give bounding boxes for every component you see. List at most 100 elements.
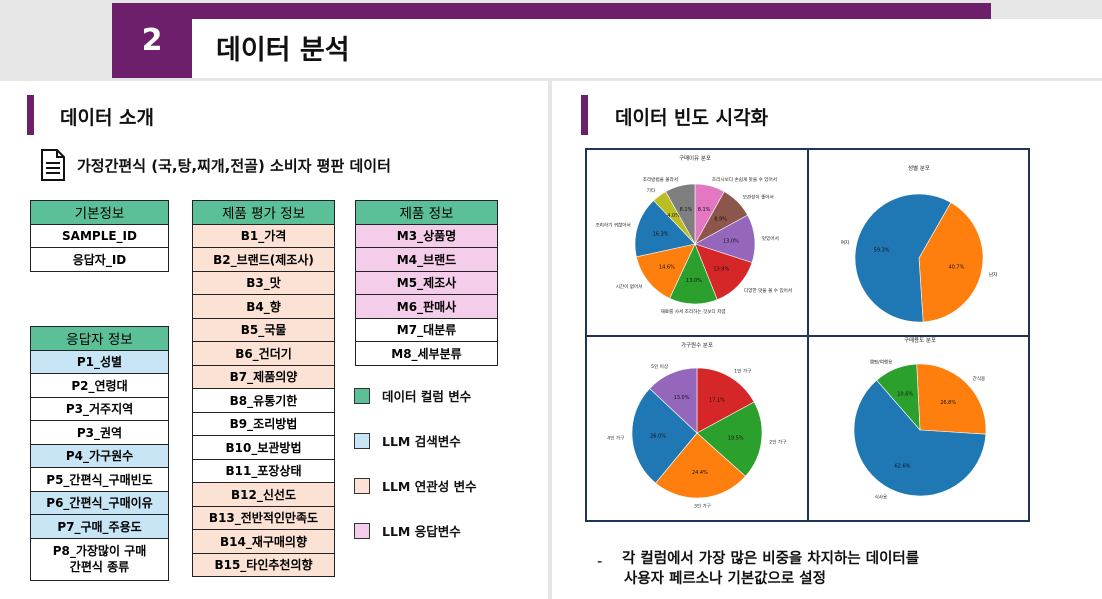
- pie-slice: [636, 243, 696, 299]
- pie-slice: [631, 388, 698, 484]
- product-info-header: 제품 정보: [355, 200, 498, 225]
- evaluation-info-header: 제품 평가 정보: [192, 200, 335, 225]
- slice-category-label: 남자: [989, 271, 998, 278]
- evaluation-info-cell: B12_신선도: [192, 482, 335, 507]
- slice-value-label: 8.1%: [680, 207, 693, 213]
- slice-value-label: 40.7%: [948, 265, 964, 271]
- pie-slice: [854, 193, 952, 323]
- basic-info-cell: SAMPLE_ID: [30, 223, 169, 248]
- evaluation-info-cell: B3_맛: [192, 270, 335, 295]
- evaluation-info-cell: B2_브랜드(제조사): [192, 247, 335, 272]
- title-strip: [192, 19, 1102, 78]
- pie-slice: [916, 363, 987, 435]
- slice-value-label: 8.1%: [698, 207, 711, 213]
- page-title: 데이터 분석: [216, 35, 350, 66]
- basic-info-header: 기본정보: [30, 200, 169, 225]
- chart-title: 가구원수 분포: [681, 341, 713, 349]
- note-bullet: -: [597, 552, 603, 570]
- respondent-info-cell: P2_연령대: [30, 373, 169, 398]
- evaluation-info-cell: B15_타인추천의향: [192, 552, 335, 577]
- evaluation-info-cell: B9_조리방법: [192, 411, 335, 436]
- basic-info-cell: 응답자_ID: [30, 247, 169, 272]
- slice-category-label: 시간이 없어서: [616, 283, 643, 290]
- slice-category-label: 맛있어서: [762, 235, 779, 242]
- section-title-visualization: 데이터 빈도 시각화: [615, 107, 769, 129]
- respondent-info-table: 응답자 정보 P1_성별 P2_연령대 P3_거주지역 P3_권역 P4_가구원수 P5_간…: [30, 326, 169, 581]
- section-number: 2: [112, 3, 192, 78]
- slice-value-label: 19.5%: [728, 436, 744, 442]
- slice-value-label: 26.0%: [650, 433, 666, 439]
- slice-category-label: 3인 가구: [694, 503, 711, 510]
- section-accent-bar: [581, 95, 588, 135]
- chart-title: 구매용도 분포: [904, 336, 936, 344]
- evaluation-info-cell: B4_향: [192, 294, 335, 319]
- pie-slice: [665, 183, 696, 246]
- slice-category-label: 조리하기 귀찮아서: [595, 221, 630, 228]
- section-title-data-intro: 데이터 소개: [60, 107, 155, 129]
- slice-value-label: 62.6%: [895, 464, 911, 470]
- pie-slice: [649, 367, 698, 434]
- legend-item: 데이터 컬럼 변수: [354, 386, 471, 405]
- pie-slice: [918, 202, 984, 323]
- respondent-info-cell: P5_간편식_구매빈도: [30, 467, 169, 492]
- legend-label: LLM 연관성 변수: [382, 479, 477, 494]
- slice-category-label: 조리방법을 몰라서: [643, 176, 678, 183]
- pie-slice: [876, 363, 921, 431]
- slice-category-label: 4인 가구: [607, 435, 624, 442]
- respondent-info-cell: P3_권역: [30, 420, 169, 445]
- respondent-info-cell: P3_거주지역: [30, 396, 169, 421]
- slice-category-label: 간식용: [973, 375, 986, 382]
- respondent-info-cell: P7_구매_주용도: [30, 514, 169, 539]
- chart-title: 성별 분포: [908, 164, 930, 172]
- product-info-cell: M8_세부분류: [355, 341, 498, 366]
- evaluation-info-table: 제품 평가 정보 B1_가격 B2_브랜드(제조사) B3_맛 B4_향 B5_국물 B6_…: [192, 200, 335, 577]
- evaluation-info-cell: B11_포장상태: [192, 458, 335, 483]
- evaluation-info-cell: B5_국물: [192, 317, 335, 342]
- pie-slice: [696, 401, 763, 477]
- legend-label: LLM 응답변수: [382, 524, 461, 539]
- legend-item: LLM 응답변수: [354, 521, 461, 540]
- legend-swatch: [354, 432, 370, 449]
- slice-value-label: 10.6%: [897, 391, 913, 397]
- evaluation-info-cell: B7_제품의양: [192, 364, 335, 389]
- evaluation-info-cell: B10_보관방법: [192, 435, 335, 460]
- pie-slice: [694, 243, 753, 301]
- slice-value-label: 16.3%: [653, 231, 669, 237]
- legend-label: 데이터 컬럼 변수: [382, 389, 472, 404]
- slice-category-label: 식사용: [875, 493, 888, 500]
- slice-value-label: 13.0%: [686, 278, 702, 284]
- slice-value-label: 13.9%: [713, 267, 729, 273]
- evaluation-info-cell: B1_가격: [192, 223, 335, 248]
- slice-category-label: 1인 가구: [734, 367, 751, 374]
- evaluation-info-cell: B13_전반적인만족도: [192, 505, 335, 530]
- slice-category-label: 여자: [841, 239, 850, 246]
- slice-category-label: 다양한 맛을 볼 수 있어서: [744, 287, 792, 294]
- slice-value-label: 14.6%: [659, 264, 675, 270]
- slice-category-label: 조리시보다 손쉽게 맛을 수 있어서: [712, 176, 777, 183]
- slice-category-label: 기타: [647, 187, 656, 194]
- header-bar: [112, 3, 991, 19]
- legend-swatch: [354, 387, 370, 404]
- pie-slice: [634, 200, 696, 258]
- product-info-cell: M4_브랜드: [355, 247, 498, 272]
- section-accent-bar: [27, 95, 34, 135]
- chart-title: 구매이유 분포: [679, 154, 711, 162]
- pie-slice: [853, 379, 987, 497]
- respondent-info-cell: P8_가장많이 구매 간편식 종류: [30, 537, 169, 581]
- slice-value-label: 13.0%: [674, 395, 690, 401]
- evaluation-info-cell: B14_재구매의향: [192, 529, 335, 554]
- respondent-info-cell: P6_간편식_구매이유: [30, 490, 169, 515]
- slice-value-label: 24.4%: [692, 470, 708, 476]
- slice-category-label: 보관성이 좋아서: [743, 194, 774, 201]
- slice-category-label: 재료를 사서 조리하는 것보다 저렴: [661, 308, 726, 315]
- evaluation-info-cell: B8_유통기한: [192, 388, 335, 413]
- legend-item: LLM 검색변수: [354, 431, 461, 450]
- basic-info-table: 기본정보 SAMPLE_ID 응답자_ID: [30, 200, 169, 272]
- slice-value-label: 17.1%: [709, 397, 725, 403]
- slice-value-label: 26.8%: [940, 400, 956, 406]
- pie-chart-grid: 구매이유 분포 8.1% 조리시보다 손쉽게 맛을 수 있어서 8.9% 보관성이 좋아…: [585, 148, 1030, 522]
- legend-swatch: [354, 522, 370, 539]
- product-info-table: 제품 정보 M3_상품명 M4_브랜드 M5_제조사 M6_판매사 M7_대분류 M8_세부…: [355, 200, 498, 366]
- legend-swatch: [354, 477, 370, 494]
- product-info-cell: M7_대분류: [355, 317, 498, 342]
